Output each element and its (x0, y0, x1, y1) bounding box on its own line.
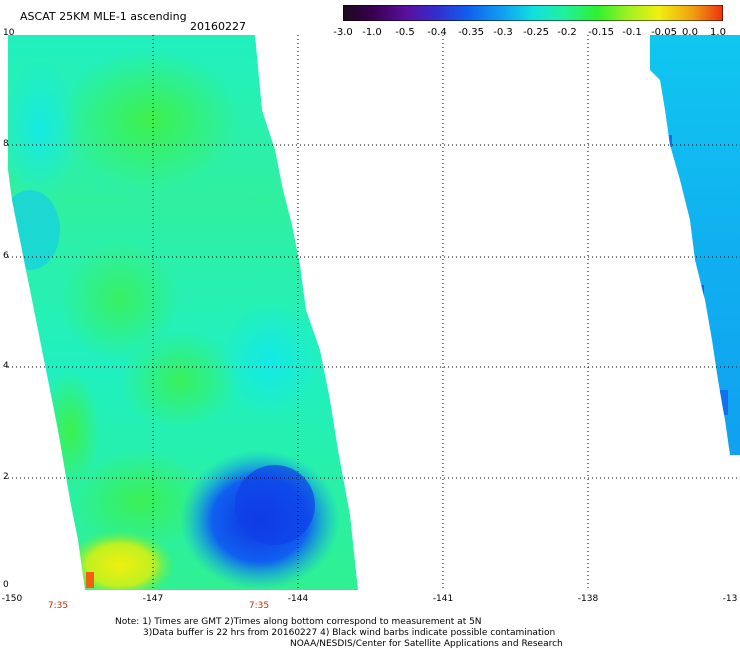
y-tick-label: 6 (3, 251, 9, 261)
colorbar-label: -0.2 (557, 27, 577, 38)
colorbar-label: -3.0 (333, 27, 353, 38)
note-line-2: 3)Data buffer is 22 hrs from 20160227 4)… (143, 628, 556, 638)
x-tick-label: -141 (432, 594, 454, 604)
colorbar (343, 5, 723, 21)
left-swath (8, 35, 358, 590)
time-label: 7:35 (248, 601, 270, 611)
colorbar-label: -0.5 (395, 27, 415, 38)
colorbar-label: -0.3 (493, 27, 513, 38)
map-title: ASCAT 25KM MLE-1 ascending (20, 10, 187, 23)
note-line-1: Note: 1) Times are GMT 2)Times along bot… (115, 617, 482, 627)
x-tick-label: -150 (1, 594, 23, 604)
colorbar-label: -0.05 (651, 27, 677, 38)
colorbar-gradient (343, 5, 723, 21)
colorbar-label: 1.0 (710, 27, 726, 38)
note-line-3: NOAA/NESDIS/Center for Satellite Applica… (290, 639, 563, 649)
colorbar-label: -0.1 (622, 27, 642, 38)
y-tick-label: 10 (3, 28, 15, 38)
x-tick-label: -138 (577, 594, 599, 604)
y-tick-label: 4 (3, 361, 9, 371)
map-date: 20160227 (190, 20, 246, 33)
x-tick-label: -13 (722, 594, 738, 604)
x-tick-label: -144 (287, 594, 309, 604)
x-tick-label: -147 (142, 594, 164, 604)
colorbar-label: -0.25 (523, 27, 549, 38)
time-label: 7:35 (47, 601, 69, 611)
y-tick-label: 8 (3, 139, 9, 149)
colorbar-label: -0.35 (458, 27, 484, 38)
colorbar-label: 0.0 (682, 27, 698, 38)
y-tick-label: 2 (3, 472, 9, 482)
colorbar-label: -0.15 (588, 27, 614, 38)
y-tick-label: 0 (3, 580, 9, 590)
colorbar-label: -1.0 (362, 27, 382, 38)
colorbar-label: -0.4 (427, 27, 447, 38)
right-swath (650, 35, 740, 455)
map-grid (8, 35, 740, 590)
